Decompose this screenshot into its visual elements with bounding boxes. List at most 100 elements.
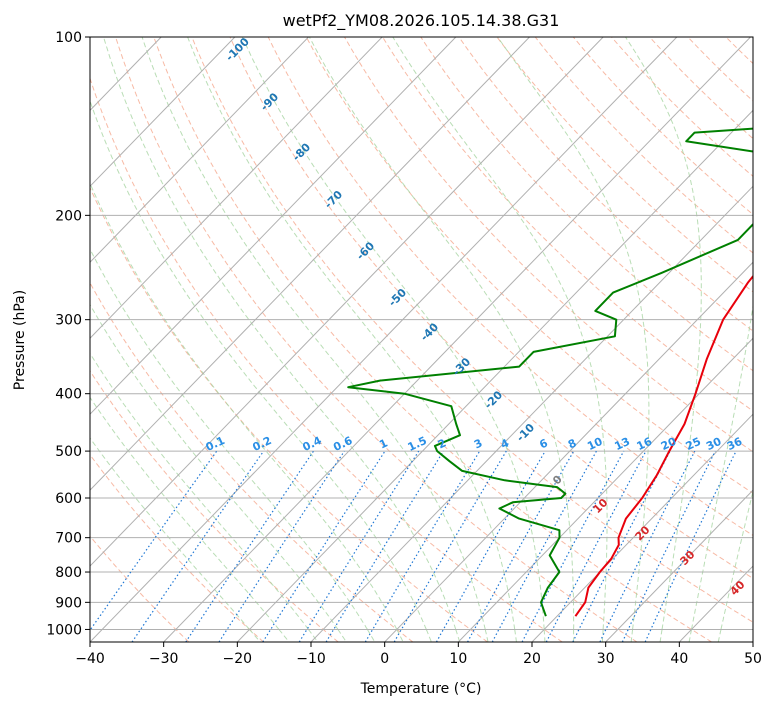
moist-adiabat xyxy=(688,303,753,642)
isotherm xyxy=(90,37,678,642)
moist-adiabat xyxy=(625,37,702,642)
isotherm xyxy=(90,37,383,339)
y-tick-label: 800 xyxy=(55,565,82,581)
height-label: -100 xyxy=(223,35,252,64)
dry-adiabat xyxy=(153,37,712,642)
mixing-ratio-line xyxy=(364,450,481,642)
dry-adiabat xyxy=(687,37,753,102)
dry-adiabat xyxy=(496,37,753,293)
moist-adiabat xyxy=(187,37,517,642)
mixing-ratio-line xyxy=(466,450,575,642)
mixing-ratio-line xyxy=(90,450,218,632)
x-axis-title: Temperature (°C) xyxy=(360,681,482,697)
mixing-ratio-label: 2 xyxy=(436,436,448,451)
x-tick-label: −10 xyxy=(296,651,326,667)
moist-adiabat xyxy=(497,37,650,642)
isotherm xyxy=(90,37,236,188)
x-tick-label: 50 xyxy=(744,651,762,667)
height-label: -60 xyxy=(354,239,377,262)
dry-adiabat xyxy=(90,281,414,642)
dry-adiabat xyxy=(90,453,264,642)
mixing-ratio-label: 16 xyxy=(635,435,655,453)
moist-adiabat xyxy=(717,489,753,642)
dry-adiabat xyxy=(764,37,775,642)
height-label: -80 xyxy=(290,140,313,163)
dry-adiabat xyxy=(305,37,753,494)
mixing-ratio-line xyxy=(521,450,625,642)
height-label-red: 10 xyxy=(591,496,611,516)
dry-adiabat xyxy=(649,37,753,140)
chart-title: wetPf2_YM08.2026.105.14.38.G31 xyxy=(283,11,560,31)
moist-adiabat xyxy=(241,37,546,642)
moist-adiabat xyxy=(308,37,575,642)
moist-adiabat xyxy=(90,352,319,642)
moist-adiabat xyxy=(141,37,489,642)
height-label: -30 xyxy=(450,355,473,378)
sounding-lines xyxy=(347,127,753,617)
dry-adiabat xyxy=(267,37,753,537)
isotherm xyxy=(752,641,753,642)
isotherm xyxy=(605,489,753,642)
mixing-ratio-line xyxy=(572,450,671,642)
line-labels: 0.1 0.2 0.4 0.6 1 1.5 2 3 4 6 8 10 13 16 20 25 30 36-100-… xyxy=(204,35,748,598)
x-tick-label: 30 xyxy=(597,651,615,667)
dry-adiabat xyxy=(191,37,753,623)
mixing-ratio-line xyxy=(435,450,546,642)
y-tick-label: 900 xyxy=(55,595,82,611)
mixing-ratio-line xyxy=(644,450,737,642)
y-axis-title: Pressure (hPa) xyxy=(12,290,28,390)
x-tick-label: 0 xyxy=(380,651,389,667)
mixing-ratio-line xyxy=(262,450,386,642)
dry-adiabat xyxy=(90,76,563,642)
y-tick-label: 600 xyxy=(55,491,82,507)
height-label: -40 xyxy=(418,320,441,343)
isotherm xyxy=(90,37,530,491)
dry-adiabat xyxy=(90,186,488,642)
mixing-ratio-label: 25 xyxy=(684,435,703,453)
isotherm xyxy=(531,413,753,642)
y-tick-label: 100 xyxy=(55,30,82,46)
dewpoint-line xyxy=(347,127,753,617)
x-tick-label: 10 xyxy=(449,651,467,667)
mixing-ratio-line xyxy=(131,450,265,642)
dry-adiabat xyxy=(90,535,190,642)
background-lines xyxy=(90,37,775,642)
mixing-ratio-label: 30 xyxy=(704,435,724,453)
dry-adiabat xyxy=(725,37,753,65)
dry-adiabat xyxy=(90,369,339,642)
mixing-ratio-label: 6 xyxy=(537,436,550,451)
moist-adiabat xyxy=(90,248,376,642)
isotherm xyxy=(457,337,753,642)
isotherm xyxy=(236,109,753,642)
moist-adiabat xyxy=(90,437,261,642)
mixing-ratio-label: 4 xyxy=(499,436,512,451)
moist-adiabat xyxy=(392,37,608,642)
isotherm xyxy=(384,261,753,642)
y-tick-label: 300 xyxy=(55,313,82,329)
y-axis-ticks: 100 200 300 400 500 600 700 800 900 1000 xyxy=(46,30,90,638)
y-tick-label: 1000 xyxy=(46,622,82,638)
height-label: -90 xyxy=(258,90,281,113)
x-tick-label: 20 xyxy=(523,651,541,667)
isotherm xyxy=(90,37,604,567)
mixing-ratio-label: 3 xyxy=(472,436,484,451)
y-tick-label: 400 xyxy=(55,387,82,403)
height-label: -10 xyxy=(514,421,537,444)
mixing-ratio-label: 10 xyxy=(585,435,605,453)
dry-adiabat xyxy=(458,37,753,332)
mixing-ratio-line xyxy=(185,450,315,642)
mixing-ratio-label: 13 xyxy=(613,435,632,453)
mixing-ratio-label: 36 xyxy=(725,435,745,453)
x-tick-label: 40 xyxy=(670,651,688,667)
x-tick-label: −30 xyxy=(149,651,179,667)
moist-adiabat xyxy=(103,37,461,642)
temperature-line xyxy=(574,274,753,617)
moist-adiabat xyxy=(90,303,347,642)
x-tick-label: −20 xyxy=(223,651,253,667)
plot-frame xyxy=(89,36,754,643)
isotherm xyxy=(163,37,751,642)
mixing-ratio-line xyxy=(491,450,597,642)
dry-adiabat xyxy=(115,37,638,642)
height-label: -50 xyxy=(386,286,409,309)
